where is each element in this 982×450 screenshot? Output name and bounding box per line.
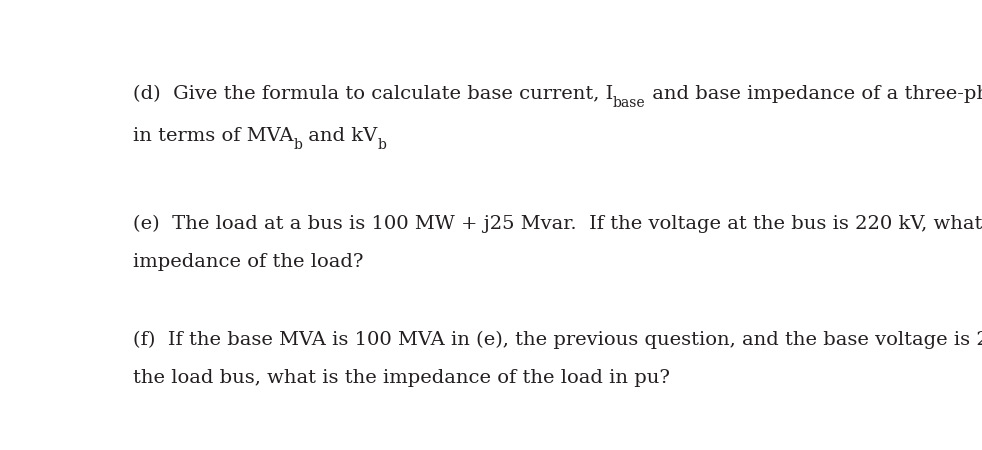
Text: b: b — [294, 138, 302, 152]
Text: and base impedance of a three-phase system: and base impedance of a three-phase syst… — [645, 85, 982, 103]
Text: b: b — [377, 138, 386, 152]
Text: (f)  If the base MVA is 100 MVA in (e), the previous question, and the base volt: (f) If the base MVA is 100 MVA in (e), t… — [133, 331, 982, 350]
Text: (e)  The load at a bus is 100 MW + j25 Mvar.  If the voltage at the bus is 220 k: (e) The load at a bus is 100 MW + j25 Mv… — [133, 215, 982, 234]
Text: and kV: and kV — [302, 127, 377, 145]
Text: the load bus, what is the impedance of the load in pu?: the load bus, what is the impedance of t… — [133, 369, 670, 387]
Text: impedance of the load?: impedance of the load? — [133, 253, 363, 271]
Text: in terms of MVA: in terms of MVA — [133, 127, 294, 145]
Text: base: base — [613, 96, 645, 110]
Text: (d)  Give the formula to calculate base current, I: (d) Give the formula to calculate base c… — [133, 85, 613, 103]
